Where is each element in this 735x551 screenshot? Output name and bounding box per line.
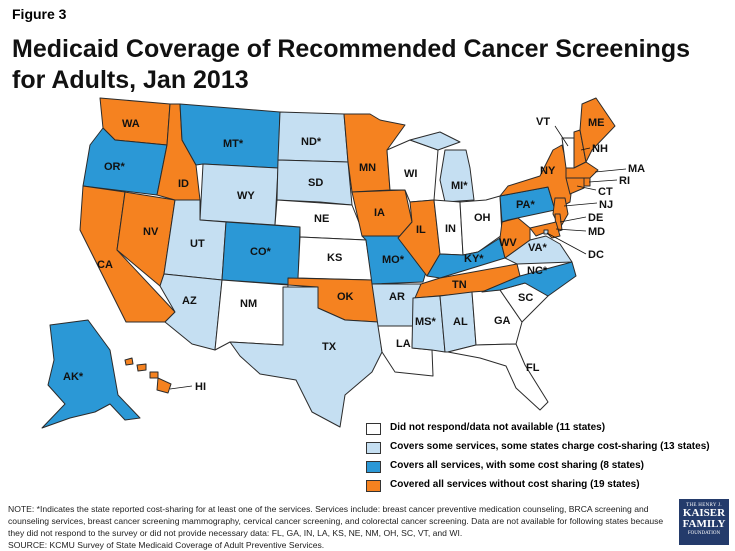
label-MN: MN	[359, 162, 376, 174]
legend-swatch	[366, 442, 381, 454]
label-AL: AL	[453, 316, 468, 328]
legend-swatch	[366, 461, 381, 473]
logo-line-4: FOUNDATION	[687, 531, 721, 536]
label-HI: HI	[195, 381, 206, 393]
legend-label: Did not respond/data not available (11 s…	[390, 422, 606, 433]
label-TN: TN	[452, 279, 467, 291]
label-AR: AR	[389, 291, 405, 303]
callout-line-DE	[559, 216, 587, 223]
label-CT: CT	[598, 186, 613, 198]
note-text: NOTE: *Indicates the state reported cost…	[8, 504, 664, 538]
logo-line-1: THE HENRY J.	[686, 503, 722, 508]
label-IA: IA	[374, 207, 385, 219]
label-DE: DE	[588, 212, 603, 224]
state-HI	[124, 357, 172, 394]
callout-line-MD	[555, 228, 587, 232]
label-WI: WI	[404, 168, 417, 180]
legend-swatch	[366, 480, 381, 492]
label-PA: PA*	[516, 199, 535, 211]
state-MI	[409, 131, 475, 203]
callout-line-NJ	[563, 202, 598, 207]
label-NH: NH	[592, 143, 608, 155]
label-WV: WV	[499, 237, 517, 249]
state-CT	[565, 177, 585, 195]
legend-label: Covered all services without cost sharin…	[390, 479, 640, 490]
label-WY: WY	[237, 190, 255, 202]
state-NC	[481, 261, 577, 297]
callout-line-HI	[169, 385, 193, 390]
callout-line-NH	[580, 147, 591, 151]
label-ID: ID	[178, 178, 189, 190]
label-NJ: NJ	[599, 199, 613, 211]
label-IN: IN	[445, 223, 456, 235]
callout-line-CT	[576, 185, 597, 191]
label-DC: DC	[588, 249, 604, 261]
state-MT	[179, 103, 281, 169]
label-NV: NV	[143, 226, 159, 238]
callout-line-MA	[594, 168, 627, 173]
label-FL: FL	[526, 362, 540, 374]
label-NM: NM	[240, 298, 257, 310]
label-OK: OK	[337, 291, 354, 303]
state-AK	[41, 319, 141, 429]
label-ND: ND*	[301, 136, 322, 148]
label-KS: KS	[327, 252, 342, 264]
state-KY	[426, 237, 506, 279]
label-MO: MO*	[382, 254, 405, 266]
label-MI: MI*	[451, 180, 468, 192]
label-AK: AK*	[63, 371, 84, 383]
label-SC: SC	[518, 292, 533, 304]
us-map: WA OR* CA NV ID MT* WY UT AZ CO* NM ND* …	[41, 97, 645, 429]
label-VA: VA*	[528, 242, 547, 254]
legend-swatch	[366, 423, 381, 435]
legend-label: Covers all services, with some cost shar…	[390, 460, 644, 471]
label-RI: RI	[619, 175, 630, 187]
label-UT: UT	[190, 238, 205, 250]
label-ME: ME	[588, 117, 605, 129]
callout-line-VT	[554, 125, 569, 147]
state-MS	[411, 295, 446, 353]
label-NE: NE	[314, 213, 329, 225]
state-TX	[229, 286, 383, 428]
callout-line-RI	[588, 179, 618, 183]
figure-label: Figure 3	[12, 6, 67, 22]
label-MS: MS*	[415, 316, 437, 328]
label-SD: SD	[308, 177, 323, 189]
label-OH: OH	[474, 212, 491, 224]
label-TX: TX	[322, 341, 337, 353]
logo-line-2: KAISER	[682, 507, 726, 519]
label-MA: MA	[628, 163, 645, 175]
label-WA: WA	[122, 118, 140, 130]
label-AZ: AZ	[182, 295, 197, 307]
footnote: NOTE: *Indicates the state reported cost…	[8, 503, 668, 551]
label-OR: OR*	[104, 161, 126, 173]
page-title: Medicaid Coverage of Recommended Cancer …	[12, 35, 690, 94]
label-MD: MD	[588, 226, 605, 238]
label-VT: VT	[536, 116, 550, 128]
label-MT: MT*	[223, 138, 244, 150]
label-LA: LA	[396, 338, 411, 350]
logo-line-3: FAMILY	[682, 518, 726, 530]
source-text: SOURCE: KCMU Survey of State Medicaid Co…	[8, 540, 325, 550]
label-KY: KY*	[464, 253, 484, 265]
state-FL	[447, 343, 549, 411]
label-CA: CA	[97, 259, 113, 271]
label-GA: GA	[494, 315, 511, 327]
label-IL: IL	[416, 224, 426, 236]
legend-label: Covers some services, some states charge…	[390, 441, 710, 452]
kff-logo: THE HENRY J. KAISER FAMILY FOUNDATION	[679, 499, 729, 545]
label-CO: CO*	[250, 246, 272, 258]
label-NC: NC*	[527, 265, 548, 277]
state-NM	[214, 279, 289, 351]
label-NY: NY	[540, 165, 556, 177]
callout-line-DC	[546, 232, 587, 255]
